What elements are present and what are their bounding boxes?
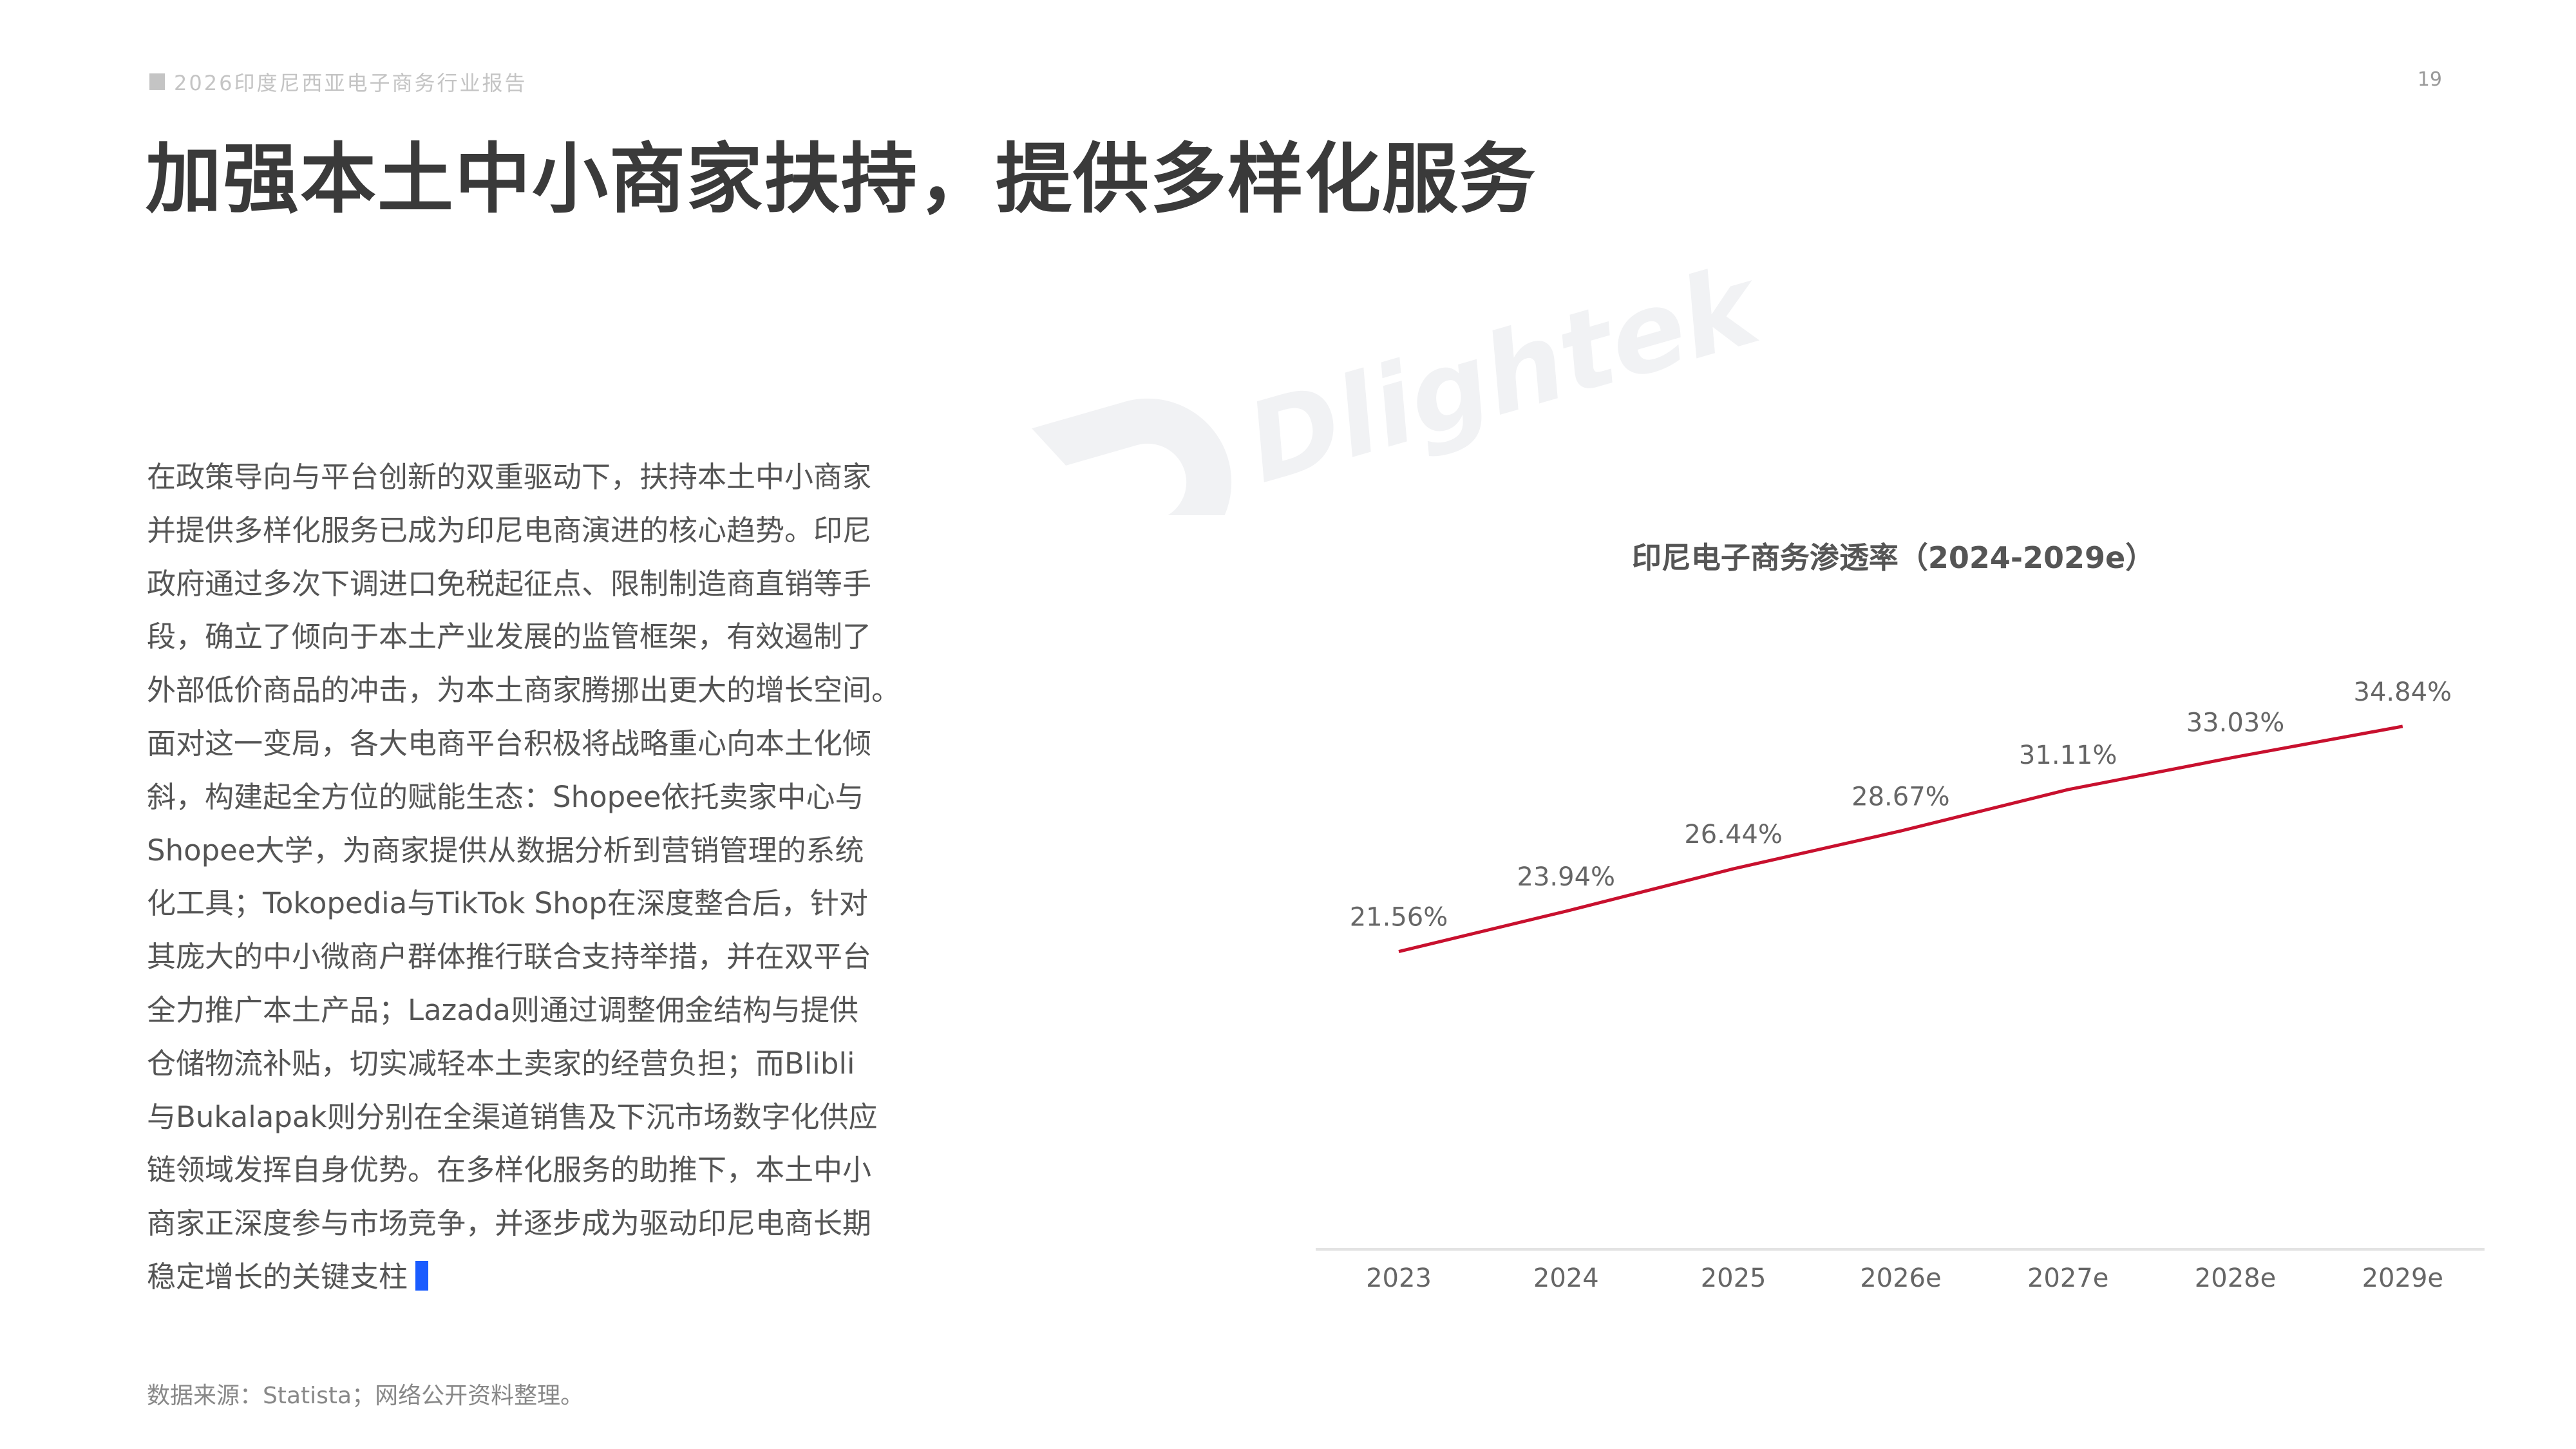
body-line: 化工具；Tokopedia与TikTok Shop在深度整合后，针对 <box>147 886 868 921</box>
body-line: 与Bukalapak则分别在全渠道销售及下沉市场数字化供应 <box>147 1099 878 1134</box>
data-source: 数据来源：Statista；网络公开资料整理。 <box>147 1383 584 1409</box>
body-line: 段，确立了倾向于本土产业发展的监管框架，有效遏制了 <box>147 620 872 654</box>
text-cursor-block <box>415 1260 429 1291</box>
body-line: Shopee大学，为商家提供从数据分析到营销管理的系统 <box>147 833 864 867</box>
body-line: 稳定增长的关键支柱 <box>147 1251 945 1304</box>
body-line: 链领域发挥自身优势。在多样化服务的助推下，本土中小 <box>147 1153 872 1188</box>
data-label: 31.11% <box>2019 741 2117 770</box>
header-square-icon <box>149 73 165 90</box>
body-line: 商家正深度参与市场竞争，并逐步成为驱动印尼电商长期 <box>147 1206 872 1241</box>
data-label: 33.03% <box>2186 708 2285 738</box>
body-line: 政府通过多次下调进口免税起征点、限制制造商直销等手 <box>147 566 872 601</box>
data-label: 21.56% <box>1350 903 1448 933</box>
page-number: 19 <box>2417 68 2442 91</box>
data-label: 28.67% <box>1852 782 1950 811</box>
x-tick-label: 2024 <box>1533 1264 1599 1293</box>
body-line: 仓储物流补贴，切实减轻本土卖家的经营负担；而Blibli <box>147 1046 855 1081</box>
data-label: 23.94% <box>1517 862 1616 892</box>
report-label: 2026印度尼西亚电子商务行业报告 <box>174 71 527 95</box>
x-tick-label: 2029e <box>2362 1264 2443 1293</box>
x-tick-label: 2027e <box>2027 1264 2108 1293</box>
body-paragraph: 在政策导向与平台创新的双重驱动下，扶持本土中小商家 并提供多样化服务已成为印尼电商… <box>147 451 945 1304</box>
x-tick-label: 2028e <box>2195 1264 2276 1293</box>
body-line: 全力推广本土产品；Lazada则通过调整佣金结构与提供 <box>147 992 858 1027</box>
body-line: 并提供多样化服务已成为印尼电商演进的核心趋势。印尼 <box>147 513 872 547</box>
body-line: 外部低价商品的冲击，为本土商家腾挪出更大的增长空间。 <box>147 673 901 708</box>
data-label: 34.84% <box>2354 677 2452 707</box>
x-tick-label: 2025 <box>1701 1264 1766 1293</box>
body-line: 在政策导向与平台创新的双重驱动下，扶持本土中小商家 <box>147 460 872 494</box>
body-line: 斜，构建起全方位的赋能生态：Shopee依托卖家中心与 <box>147 779 864 814</box>
chart-title: 印尼电子商务渗透率（2024-2029e） <box>1631 540 2155 575</box>
report-header: 2026印度尼西亚电子商务行业报告 <box>149 67 527 97</box>
body-line: 面对这一变局，各大电商平台积极将战略重心向本土化倾 <box>147 726 872 761</box>
series-line <box>1398 724 2403 954</box>
data-label: 26.44% <box>1684 820 1783 849</box>
x-tick-label: 2026e <box>1860 1264 1941 1293</box>
page-title: 加强本土中小商家扶持，提供多样化服务 <box>146 135 1537 223</box>
x-tick-label: 2023 <box>1366 1264 1432 1293</box>
body-line: 其庞大的中小微商户群体推行联合支持举措，并在双平台 <box>147 940 872 974</box>
